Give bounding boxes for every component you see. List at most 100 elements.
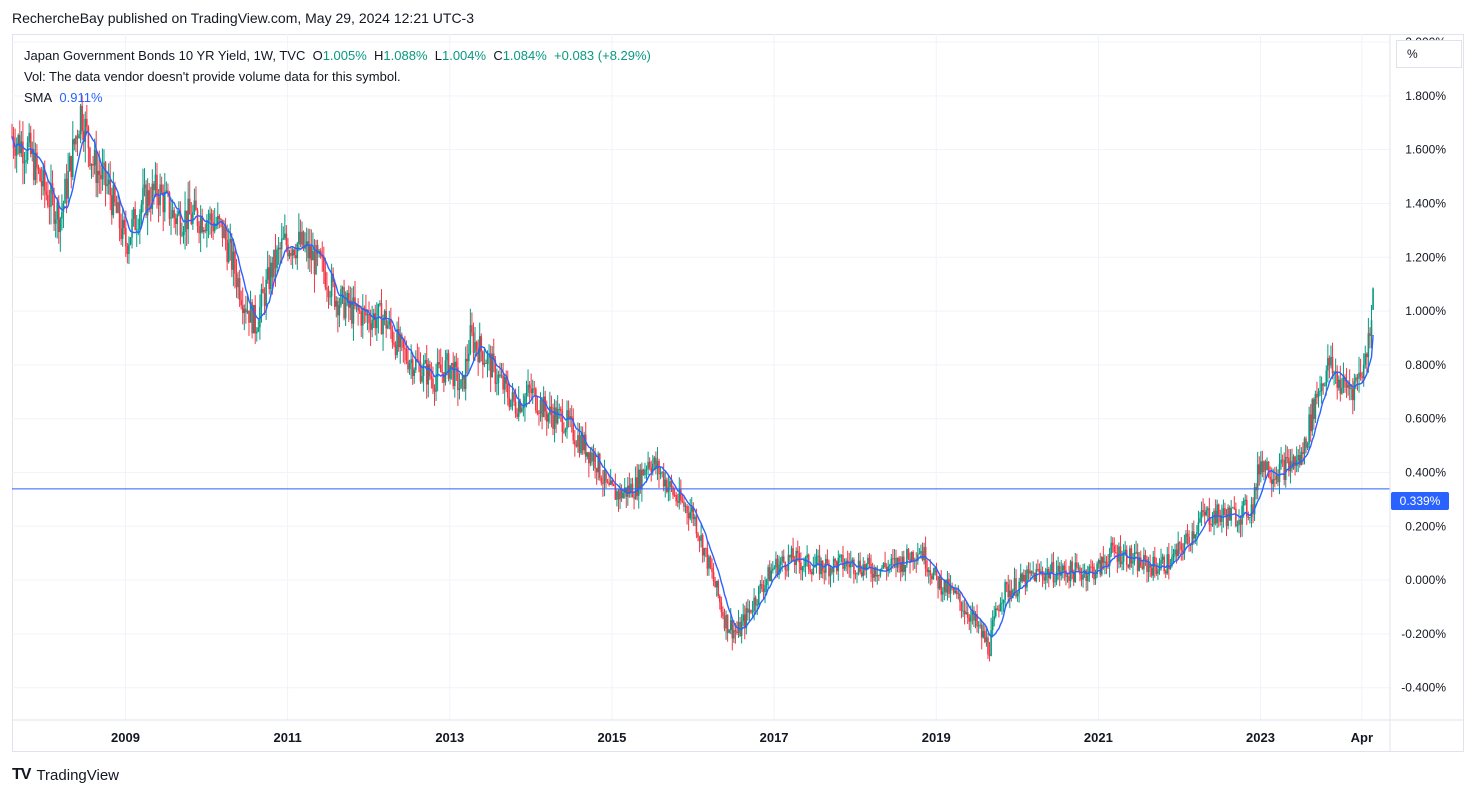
candle-body bbox=[179, 211, 182, 236]
candle-body bbox=[709, 556, 712, 568]
candle-body bbox=[1043, 576, 1045, 581]
candle-body bbox=[167, 190, 169, 193]
candle-body bbox=[128, 244, 130, 254]
candle-body bbox=[764, 584, 766, 593]
footer-brand[interactable]: TV TradingView bbox=[12, 766, 119, 784]
candle-body bbox=[762, 588, 765, 593]
candle-body bbox=[54, 219, 57, 224]
candle-body bbox=[712, 571, 715, 582]
candle-body bbox=[1227, 507, 1229, 527]
candle-body bbox=[695, 516, 698, 534]
candle-body bbox=[410, 359, 412, 363]
candle-body bbox=[223, 226, 225, 238]
candle-body bbox=[162, 192, 165, 213]
sma-value: 0.911% bbox=[59, 90, 103, 105]
candle-body bbox=[360, 311, 363, 326]
candle-body bbox=[132, 209, 135, 219]
candle-body bbox=[1228, 507, 1231, 521]
candle-body bbox=[305, 241, 308, 245]
candle-body bbox=[251, 302, 253, 334]
candle-body bbox=[1041, 571, 1044, 577]
candle-body bbox=[82, 130, 85, 142]
candle-body bbox=[154, 174, 157, 191]
candle-body bbox=[870, 564, 872, 574]
candle-body bbox=[307, 241, 310, 259]
candle-body bbox=[227, 242, 230, 263]
candle-body bbox=[840, 554, 843, 556]
candle-body bbox=[1284, 457, 1287, 481]
candle-body bbox=[422, 362, 425, 377]
candle-body bbox=[1305, 438, 1307, 448]
candle-body bbox=[993, 616, 996, 621]
candle-body bbox=[860, 571, 863, 577]
candle-body bbox=[1163, 556, 1165, 572]
candle-body bbox=[1111, 542, 1114, 546]
candle-body bbox=[335, 301, 338, 307]
candle-body bbox=[202, 230, 205, 233]
candle-body bbox=[458, 388, 461, 391]
candle-body bbox=[786, 569, 788, 571]
candle-body bbox=[374, 313, 377, 329]
candle-body bbox=[895, 558, 897, 568]
candle-body bbox=[182, 232, 185, 236]
candle-body bbox=[734, 630, 737, 632]
candle-body bbox=[1269, 476, 1271, 480]
candle-body bbox=[1143, 554, 1145, 569]
candle-body bbox=[1280, 459, 1282, 464]
candle-body bbox=[999, 603, 1002, 612]
candle-body bbox=[736, 631, 738, 634]
candle-body bbox=[441, 372, 444, 373]
candle-body bbox=[1160, 560, 1162, 569]
candle-body bbox=[876, 575, 879, 577]
candle-body bbox=[296, 243, 299, 259]
chart-frame[interactable] bbox=[12, 34, 1464, 752]
candle-body bbox=[770, 570, 773, 582]
symbol-title[interactable]: Japan Government Bonds 10 YR Yield, 1W, … bbox=[24, 48, 306, 63]
candle-body bbox=[220, 219, 222, 221]
candle-body bbox=[1138, 557, 1141, 571]
candle-body bbox=[212, 222, 214, 232]
candle-body bbox=[692, 507, 695, 520]
candle-body bbox=[1342, 377, 1345, 388]
candle-body bbox=[835, 561, 838, 572]
candle-body bbox=[831, 568, 833, 573]
candle-body bbox=[828, 563, 830, 577]
candle-body bbox=[539, 399, 542, 414]
candle-body bbox=[1202, 510, 1204, 513]
candle-body bbox=[26, 142, 29, 161]
candle-body bbox=[884, 562, 886, 567]
candle-body bbox=[310, 246, 313, 261]
candle-body bbox=[1125, 549, 1128, 565]
candle-body bbox=[1027, 569, 1030, 574]
candle-body bbox=[522, 407, 525, 409]
candle-body bbox=[729, 620, 732, 631]
candle-body bbox=[555, 407, 557, 424]
candle-body bbox=[1132, 560, 1134, 564]
candle-body bbox=[686, 505, 688, 514]
candle-body bbox=[1222, 508, 1225, 515]
candle-body bbox=[369, 323, 372, 330]
candle-body bbox=[129, 237, 132, 245]
candle-body bbox=[482, 351, 484, 365]
candle-body bbox=[1355, 377, 1357, 382]
y-tick-label: 0.000% bbox=[1405, 573, 1446, 587]
unit-button[interactable]: % bbox=[1396, 40, 1462, 68]
candle-body bbox=[988, 654, 991, 656]
candle-body bbox=[1292, 456, 1295, 469]
candle-body bbox=[984, 630, 986, 642]
candle-body bbox=[843, 566, 846, 569]
candle-body bbox=[1004, 582, 1006, 600]
candle-body bbox=[510, 399, 512, 407]
candle-body bbox=[694, 516, 696, 520]
x-tick-label: 2017 bbox=[760, 730, 789, 745]
candle-body bbox=[570, 416, 573, 419]
candle-body bbox=[104, 162, 107, 187]
candle-body bbox=[793, 561, 796, 565]
candle-body bbox=[139, 213, 141, 230]
close-value: 1.084% bbox=[502, 48, 547, 63]
candle-body bbox=[1328, 358, 1331, 366]
candle-body bbox=[714, 581, 716, 588]
sma-row[interactable]: SMA 0.911% bbox=[24, 87, 651, 108]
candle-body bbox=[1088, 566, 1091, 576]
